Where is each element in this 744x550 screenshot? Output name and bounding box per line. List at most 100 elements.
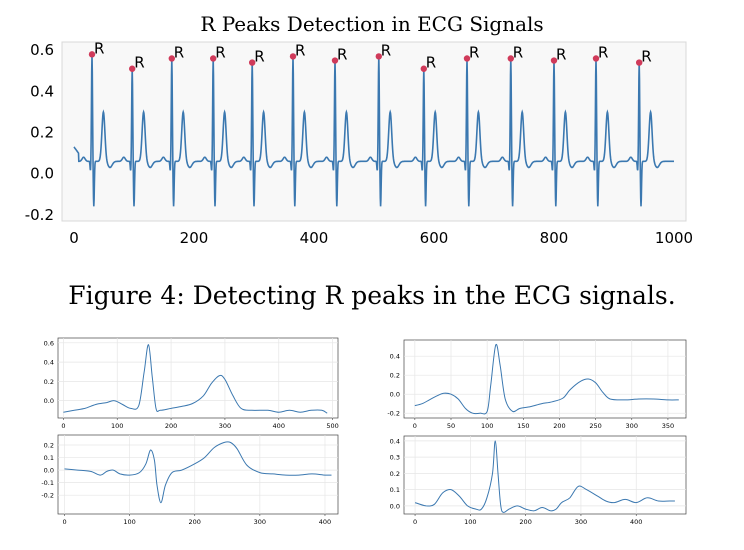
main-chart-axes: 0 200 400 600 800 1000 -0.2 0.0 0.2 0.4 0.6 xyxy=(25,41,693,247)
y-tick-label: 0.0 xyxy=(44,467,54,475)
r-peak-marker xyxy=(168,55,175,62)
main-r-peak-markers: RRR R R R R RRR R R R R xyxy=(88,39,652,72)
r-peak-label: R xyxy=(215,43,225,61)
subplot-frame xyxy=(403,339,687,419)
y-tick-label: 0.2 xyxy=(44,442,54,450)
r-peak-marker xyxy=(289,53,297,60)
main-ecg-series xyxy=(73,54,674,207)
y-tick-label: 0.2 xyxy=(44,378,54,386)
r-peak-marker xyxy=(331,57,339,64)
r-peak-label: R xyxy=(556,46,566,64)
r-peak-label: R xyxy=(381,41,391,59)
y-tick-label: 0.6 xyxy=(44,339,54,347)
x-tick-label: 350 xyxy=(662,422,674,430)
r-peak-label: R xyxy=(641,48,651,66)
x-tick-label: 200 xyxy=(189,518,201,526)
main-chart-frame xyxy=(61,41,687,222)
r-peak-label: R xyxy=(134,54,144,72)
x-tick-label: 400 xyxy=(273,422,285,430)
x-tick-label: 300 xyxy=(575,518,587,526)
main-chart-title: R Peaks Detection in ECG Signals xyxy=(200,12,543,36)
figure-caption: Figure 4: Detecting R peaks in the ECG s… xyxy=(68,281,675,310)
main-y-tick-label: 0.2 xyxy=(30,124,54,142)
x-tick-label: 100 xyxy=(123,518,135,526)
r-peak-label: R xyxy=(94,39,104,57)
y-tick-label: 0.1 xyxy=(44,454,54,462)
r-peak-label: R xyxy=(469,43,479,61)
y-tick-label: 0.3 xyxy=(390,454,400,462)
main-x-tick-label: 600 xyxy=(420,229,449,247)
main-y-tick-label: -0.2 xyxy=(25,206,54,224)
main-y-tick-label: 0.4 xyxy=(30,82,54,100)
r-peak-label: R xyxy=(598,43,608,61)
r-peak-marker xyxy=(420,65,427,72)
r-peak-label: R xyxy=(337,46,347,64)
main-ecg-chart: R Peaks Detection in ECG Signals 0 200 400… xyxy=(25,12,693,247)
subplot-top-right: 0 50 100 150 200 250 300 350 -0.2 0.0 0.2 0.4 xyxy=(387,339,687,430)
r-peak-label: R xyxy=(513,43,523,61)
x-tick-label: 100 xyxy=(111,422,123,430)
y-tick-label: 0.2 xyxy=(390,470,400,478)
main-x-tick-label: 200 xyxy=(180,229,209,247)
x-tick-label: 150 xyxy=(517,422,529,430)
subplot-top-left: 0 100 200 300 400 500 0.0 0.2 0.4 0.6 xyxy=(44,337,339,430)
x-tick-label: 100 xyxy=(464,518,476,526)
x-tick-label: 0 xyxy=(62,518,66,526)
x-tick-label: 200 xyxy=(519,518,531,526)
y-tick-label: 0.4 xyxy=(390,353,400,361)
subplot-ecg-line xyxy=(64,441,332,504)
y-tick-label: -0.2 xyxy=(387,410,400,418)
y-tick-label: -0.2 xyxy=(41,492,54,500)
x-tick-label: 0 xyxy=(413,518,417,526)
x-tick-label: 250 xyxy=(589,422,601,430)
x-tick-label: 400 xyxy=(319,518,331,526)
main-y-tick-label: 0.6 xyxy=(30,41,54,59)
y-tick-label: 0.0 xyxy=(44,397,54,405)
subplot-bottom-right: 0 100 200 300 400 0.0 0.1 0.2 0.3 0.4 xyxy=(390,435,687,526)
x-tick-label: 200 xyxy=(553,422,565,430)
x-tick-label: 300 xyxy=(626,422,638,430)
r-peak-marker xyxy=(592,55,600,62)
r-peak-marker xyxy=(507,55,514,62)
x-tick-label: 400 xyxy=(630,518,642,526)
subplot-ecg-line xyxy=(63,344,328,414)
x-tick-label: 300 xyxy=(219,422,231,430)
r-peak-label: R xyxy=(254,48,264,66)
r-peak-marker xyxy=(249,59,256,66)
main-x-tick-label: 1000 xyxy=(655,229,693,247)
y-tick-label: 0.2 xyxy=(390,372,400,380)
x-tick-label: 500 xyxy=(326,422,338,430)
subplot-frame xyxy=(57,337,339,419)
x-tick-label: 300 xyxy=(254,518,266,526)
main-x-tick-label: 400 xyxy=(300,229,329,247)
r-peak-label: R xyxy=(174,43,184,61)
x-tick-label: 50 xyxy=(447,422,455,430)
main-y-tick-label: 0.0 xyxy=(30,165,54,183)
main-x-tick-label: 0 xyxy=(69,229,79,247)
x-tick-label: 200 xyxy=(165,422,177,430)
r-peak-marker xyxy=(636,59,643,66)
r-peak-marker xyxy=(550,57,558,64)
subplot-bottom-left: 0 100 200 300 400 -0.2 -0.1 0.0 0.1 0.2 xyxy=(41,434,339,526)
r-peak-label: R xyxy=(295,41,305,59)
subplot-ecg-line xyxy=(414,440,675,513)
x-tick-label: 0 xyxy=(61,422,65,430)
subplot-frame xyxy=(57,434,339,515)
y-tick-label: 0.4 xyxy=(44,359,54,367)
r-peak-marker xyxy=(88,51,96,58)
y-tick-label: -0.1 xyxy=(41,479,54,487)
subplot-frame xyxy=(403,435,687,515)
r-peak-marker xyxy=(129,65,136,72)
y-tick-label: 0.4 xyxy=(390,437,400,445)
y-tick-label: 0.0 xyxy=(390,502,400,510)
x-tick-label: 0 xyxy=(413,422,417,430)
r-peak-marker xyxy=(210,55,217,62)
r-peak-label: R xyxy=(426,54,436,72)
r-peak-marker xyxy=(375,53,382,60)
x-tick-label: 100 xyxy=(481,422,493,430)
r-peak-marker xyxy=(463,55,471,62)
y-tick-label: 0.1 xyxy=(390,486,400,494)
main-ecg-line xyxy=(73,54,674,207)
subplot-ecg-line xyxy=(414,343,679,415)
